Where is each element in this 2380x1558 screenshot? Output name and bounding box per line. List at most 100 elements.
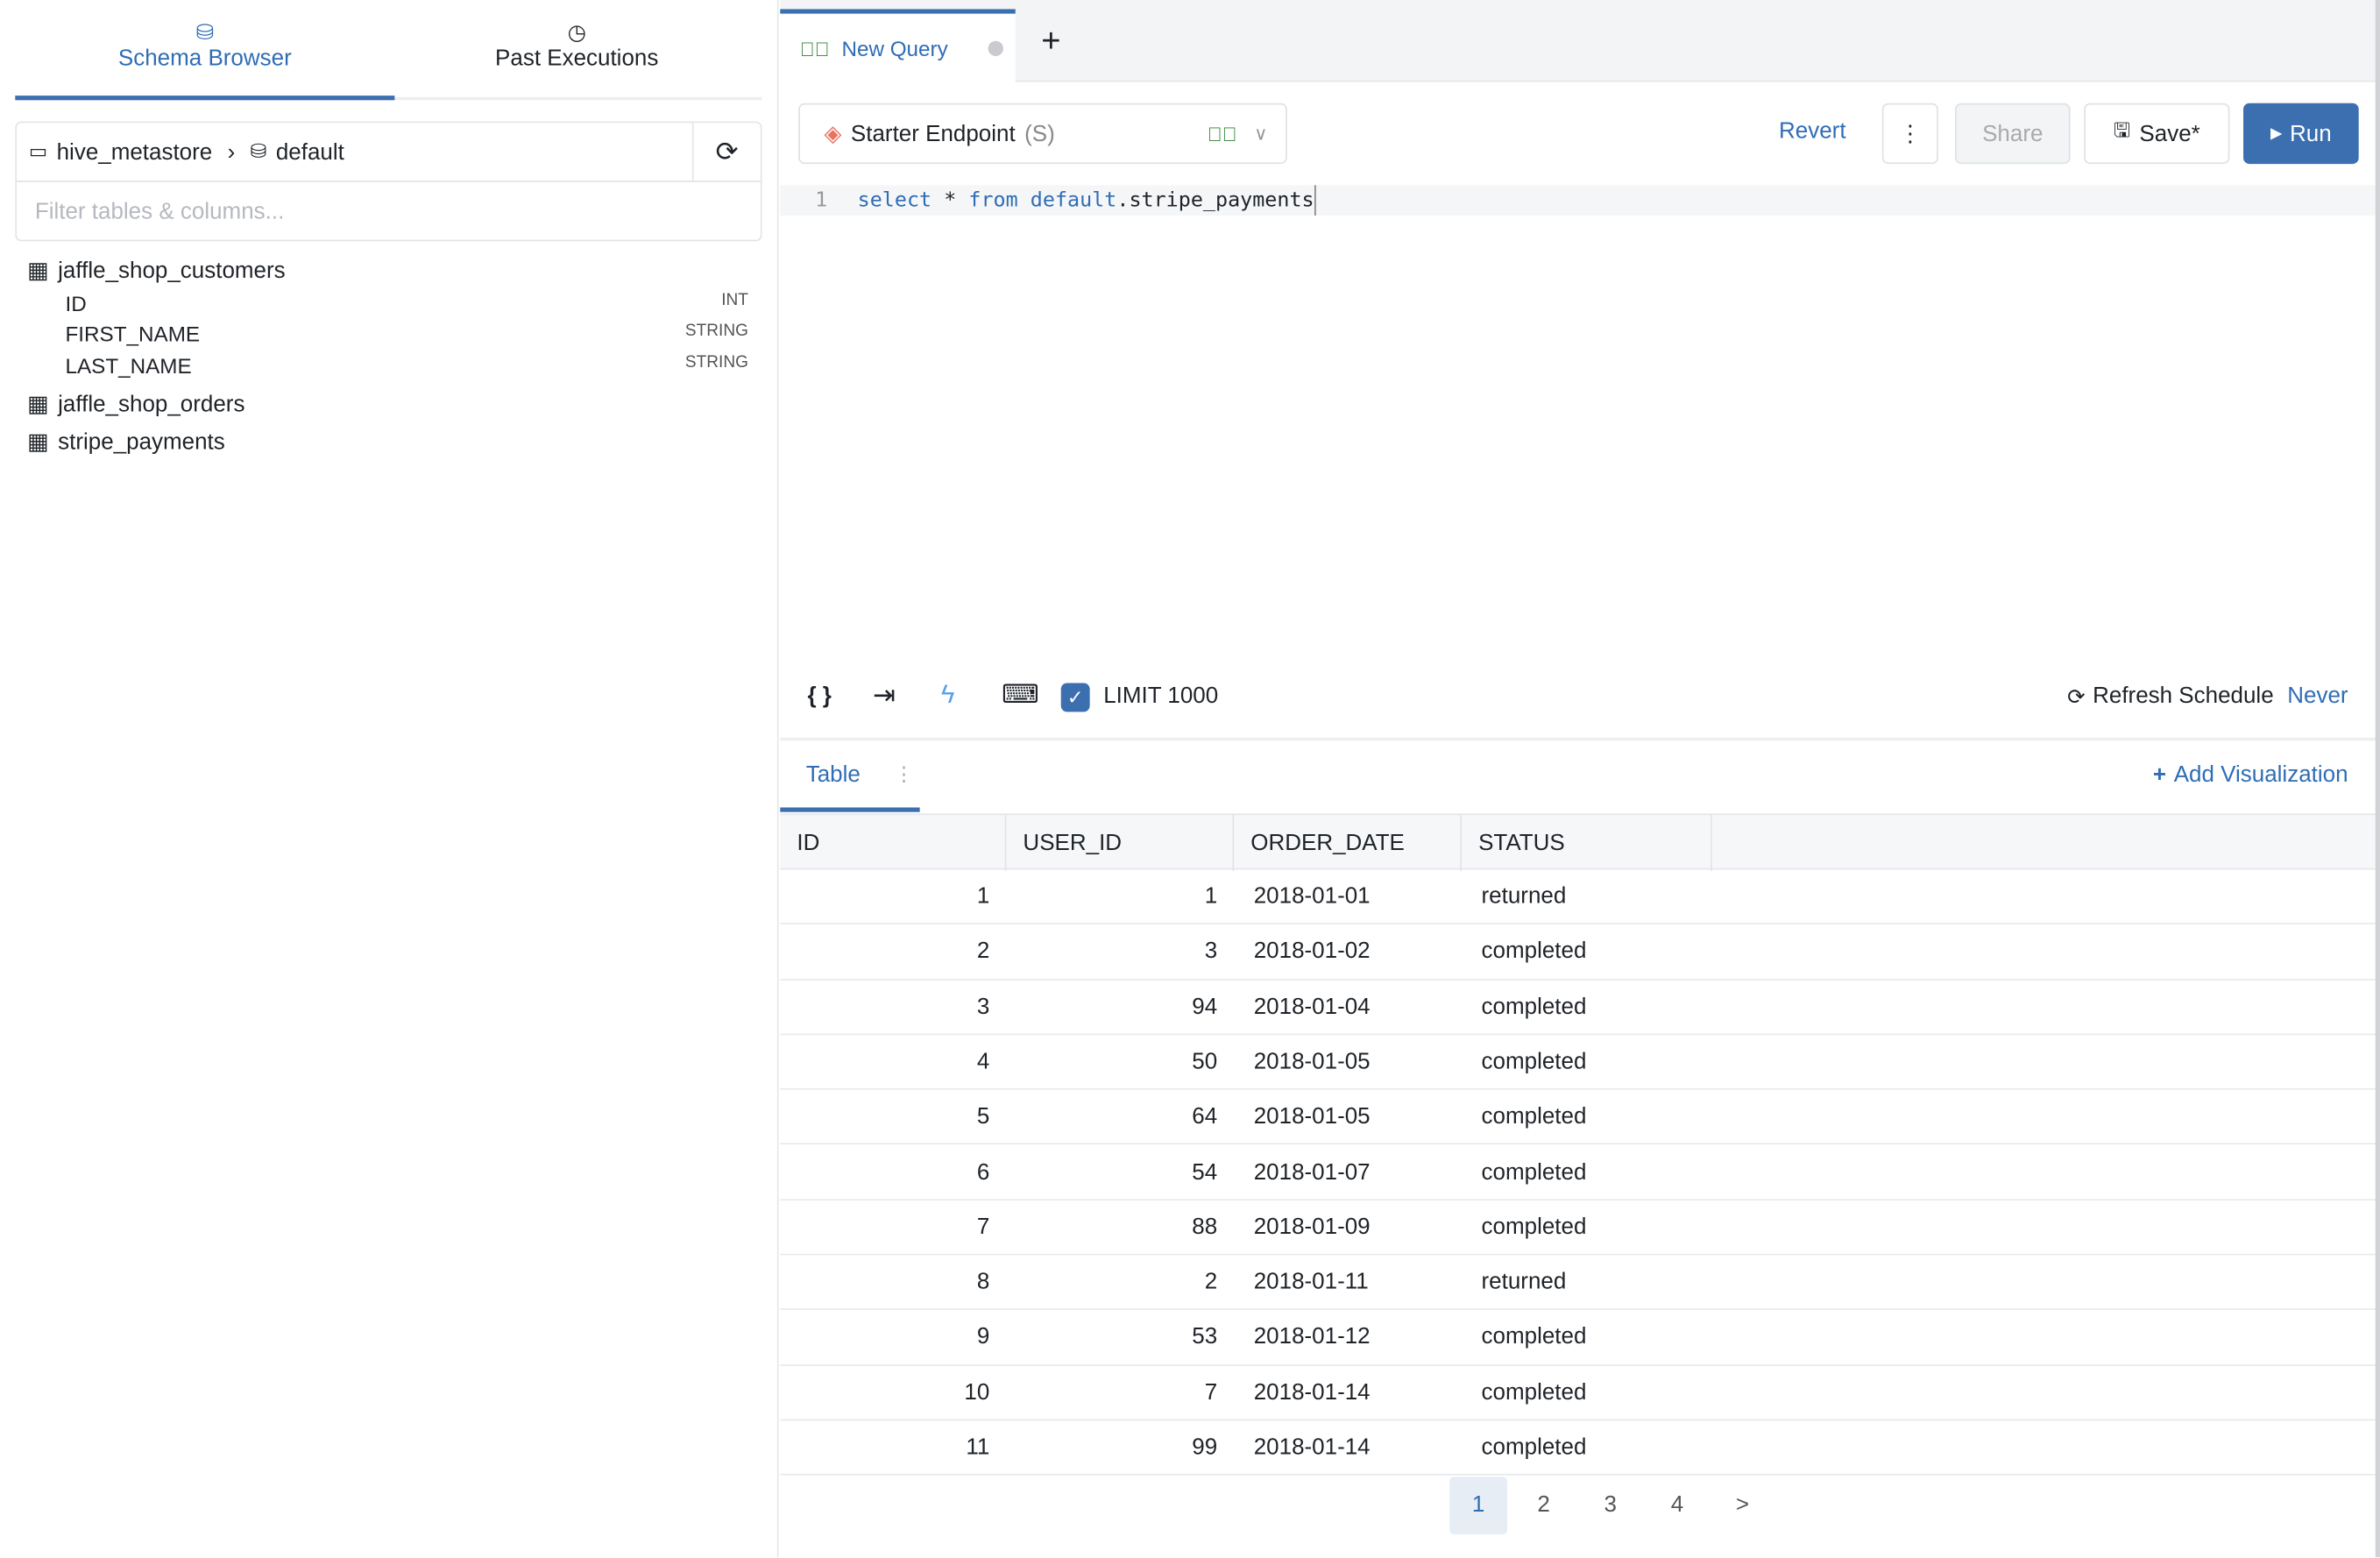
table-cell: completed: [1481, 938, 1587, 965]
keyboard-icon: ⌨: [1002, 679, 1039, 709]
active-tab-indicator: [15, 96, 395, 101]
table-row: 11 99 2018-01-14 completed: [780, 1420, 2377, 1477]
column-type: STRING: [684, 353, 748, 372]
play-icon: ▶: [2270, 124, 2283, 142]
scrollbar[interactable]: [2375, 0, 2380, 1558]
table-item[interactable]: ▦ jaffle_shop_orders: [27, 390, 244, 417]
table-cell: completed: [1481, 1434, 1587, 1461]
catalog-select[interactable]: hive_metastore: [56, 138, 213, 165]
table-row: 9 53 2018-01-12 completed: [780, 1310, 2377, 1366]
endpoint-select[interactable]: ◈ Starter Endpoint (S) ✓⃝ ∨: [798, 103, 1287, 165]
table-cell: 2018-01-07: [1253, 1158, 1371, 1185]
table-cell: completed: [1481, 1048, 1587, 1075]
indent-button[interactable]: ⇥: [873, 680, 896, 712]
database-icon: ⛁: [195, 19, 214, 45]
run-label: Run: [2290, 120, 2332, 147]
limit-checkbox[interactable]: ✓ LIMIT 1000: [1060, 680, 1219, 713]
format-button[interactable]: { }: [807, 680, 831, 713]
add-visualization-button[interactable]: + Add Visualization: [2153, 762, 2348, 788]
endpoint-name: Starter Endpoint: [850, 120, 1016, 147]
table-cell: completed: [1481, 1103, 1587, 1130]
share-button[interactable]: Share: [1954, 103, 2071, 165]
table-cell: 2018-01-05: [1253, 1103, 1371, 1130]
refresh-schedule-value[interactable]: Never: [2287, 683, 2348, 709]
table-row: 8 2 2018-01-11 returned: [780, 1256, 2377, 1311]
table-cell: 6: [976, 1158, 990, 1185]
table-item[interactable]: ▦ stripe_payments: [27, 428, 225, 455]
more-options-button[interactable]: ⋮: [1881, 103, 1938, 165]
endpoint-size: (S): [1024, 120, 1055, 147]
chevron-down-icon: ∨: [1254, 123, 1268, 145]
revert-button[interactable]: Revert: [1779, 118, 1846, 145]
column-item[interactable]: LAST_NAME STRING: [65, 354, 747, 379]
save-label: Save*: [2139, 120, 2200, 147]
table-cell: 5: [976, 1103, 990, 1130]
table-cell: 7: [976, 1214, 990, 1240]
next-page-button[interactable]: >: [1735, 1491, 1750, 1519]
column-header-order-date[interactable]: ORDER_DATE: [1234, 815, 1463, 872]
table-cell: 2018-01-02: [1253, 938, 1371, 965]
table-cell: 2018-01-09: [1253, 1214, 1371, 1240]
limit-label: LIMIT 1000: [1103, 683, 1219, 709]
autocomplete-button[interactable]: ϟ: [941, 680, 955, 711]
table-row: 3 94 2018-01-04 completed: [780, 980, 2377, 1036]
keyboard-shortcuts-button[interactable]: ⌨: [1002, 680, 1039, 711]
refresh-schedule[interactable]: ⟳ Refresh Schedule Never: [2067, 680, 2348, 713]
tab-options-icon[interactable]: ⋮: [894, 761, 914, 785]
table-cell: 2018-01-14: [1253, 1378, 1371, 1406]
table-cell: 1: [976, 883, 990, 910]
schema-select[interactable]: default: [275, 138, 344, 165]
table-cell: 54: [1192, 1158, 1218, 1185]
endpoint-icon: ◈: [824, 121, 842, 148]
table-cell: 2018-01-14: [1253, 1434, 1371, 1461]
column-header-status[interactable]: STATUS: [1462, 815, 1712, 872]
column-item[interactable]: ID INT: [65, 292, 747, 316]
add-tab-button[interactable]: +: [1041, 21, 1060, 60]
page-2-button[interactable]: 2: [1537, 1491, 1550, 1519]
table-row: 1 1 2018-01-01 returned: [780, 869, 2377, 925]
column-type: STRING: [684, 322, 748, 340]
column-header-user-id[interactable]: USER_ID: [1006, 815, 1235, 872]
table-icon: ▦: [27, 258, 49, 284]
table-cell: completed: [1481, 993, 1587, 1020]
tab-table[interactable]: Table: [805, 761, 861, 788]
sql-editor[interactable]: 1 select * from default.stripe_payments: [780, 185, 2377, 216]
catalog-icon: ▭: [28, 139, 48, 163]
check-circle-icon: ✓⃝: [799, 37, 830, 60]
table-row: 7 88 2018-01-09 completed: [780, 1200, 2377, 1256]
query-tab-bar: [780, 0, 2380, 82]
column-name: FIRST_NAME: [65, 322, 201, 346]
tab-past-executions[interactable]: ◷ Past Executions: [387, 18, 767, 72]
query-tab-new-query[interactable]: ✓⃝ New Query: [780, 9, 1016, 84]
divider: [780, 737, 2377, 741]
checkbox-checked-icon: ✓: [1060, 683, 1090, 712]
page-1-button[interactable]: 1: [1449, 1477, 1507, 1535]
kebab-icon: ⋮: [1898, 121, 1922, 148]
status-check-icon: ✓⃝: [1207, 122, 1237, 145]
table-cell: completed: [1481, 1214, 1587, 1240]
table-cell: 94: [1192, 993, 1218, 1020]
table-icon: ▦: [27, 391, 49, 418]
line-number: 1: [815, 188, 828, 213]
filter-tables-input[interactable]: [15, 181, 762, 242]
table-item[interactable]: ▦ jaffle_shop_customers: [27, 257, 285, 284]
refresh-schema-button[interactable]: ⟳: [691, 123, 761, 181]
table-name: jaffle_shop_customers: [58, 257, 286, 284]
table-name: stripe_payments: [58, 428, 225, 455]
table-cell: 7: [1204, 1378, 1218, 1406]
page-3-button[interactable]: 3: [1604, 1491, 1617, 1519]
column-header-id[interactable]: ID: [780, 815, 1007, 872]
save-button[interactable]: 🖫 Save*: [2084, 103, 2230, 165]
tab-schema-browser[interactable]: ⛁ Schema Browser: [15, 18, 394, 72]
braces-icon: { }: [807, 683, 832, 709]
table-cell: 11: [966, 1434, 990, 1461]
table-cell: 3: [1204, 938, 1218, 965]
table-cell: 4: [976, 1048, 990, 1075]
table-row: 10 7 2018-01-14 completed: [780, 1365, 2377, 1421]
unsaved-dot-icon[interactable]: [987, 40, 1003, 57]
column-item[interactable]: FIRST_NAME STRING: [65, 322, 747, 346]
run-button[interactable]: ▶ Run: [2243, 103, 2359, 165]
table-cell: 10: [964, 1378, 990, 1406]
page-4-button[interactable]: 4: [1670, 1491, 1684, 1519]
table-cell: 2018-01-11: [1253, 1269, 1369, 1295]
